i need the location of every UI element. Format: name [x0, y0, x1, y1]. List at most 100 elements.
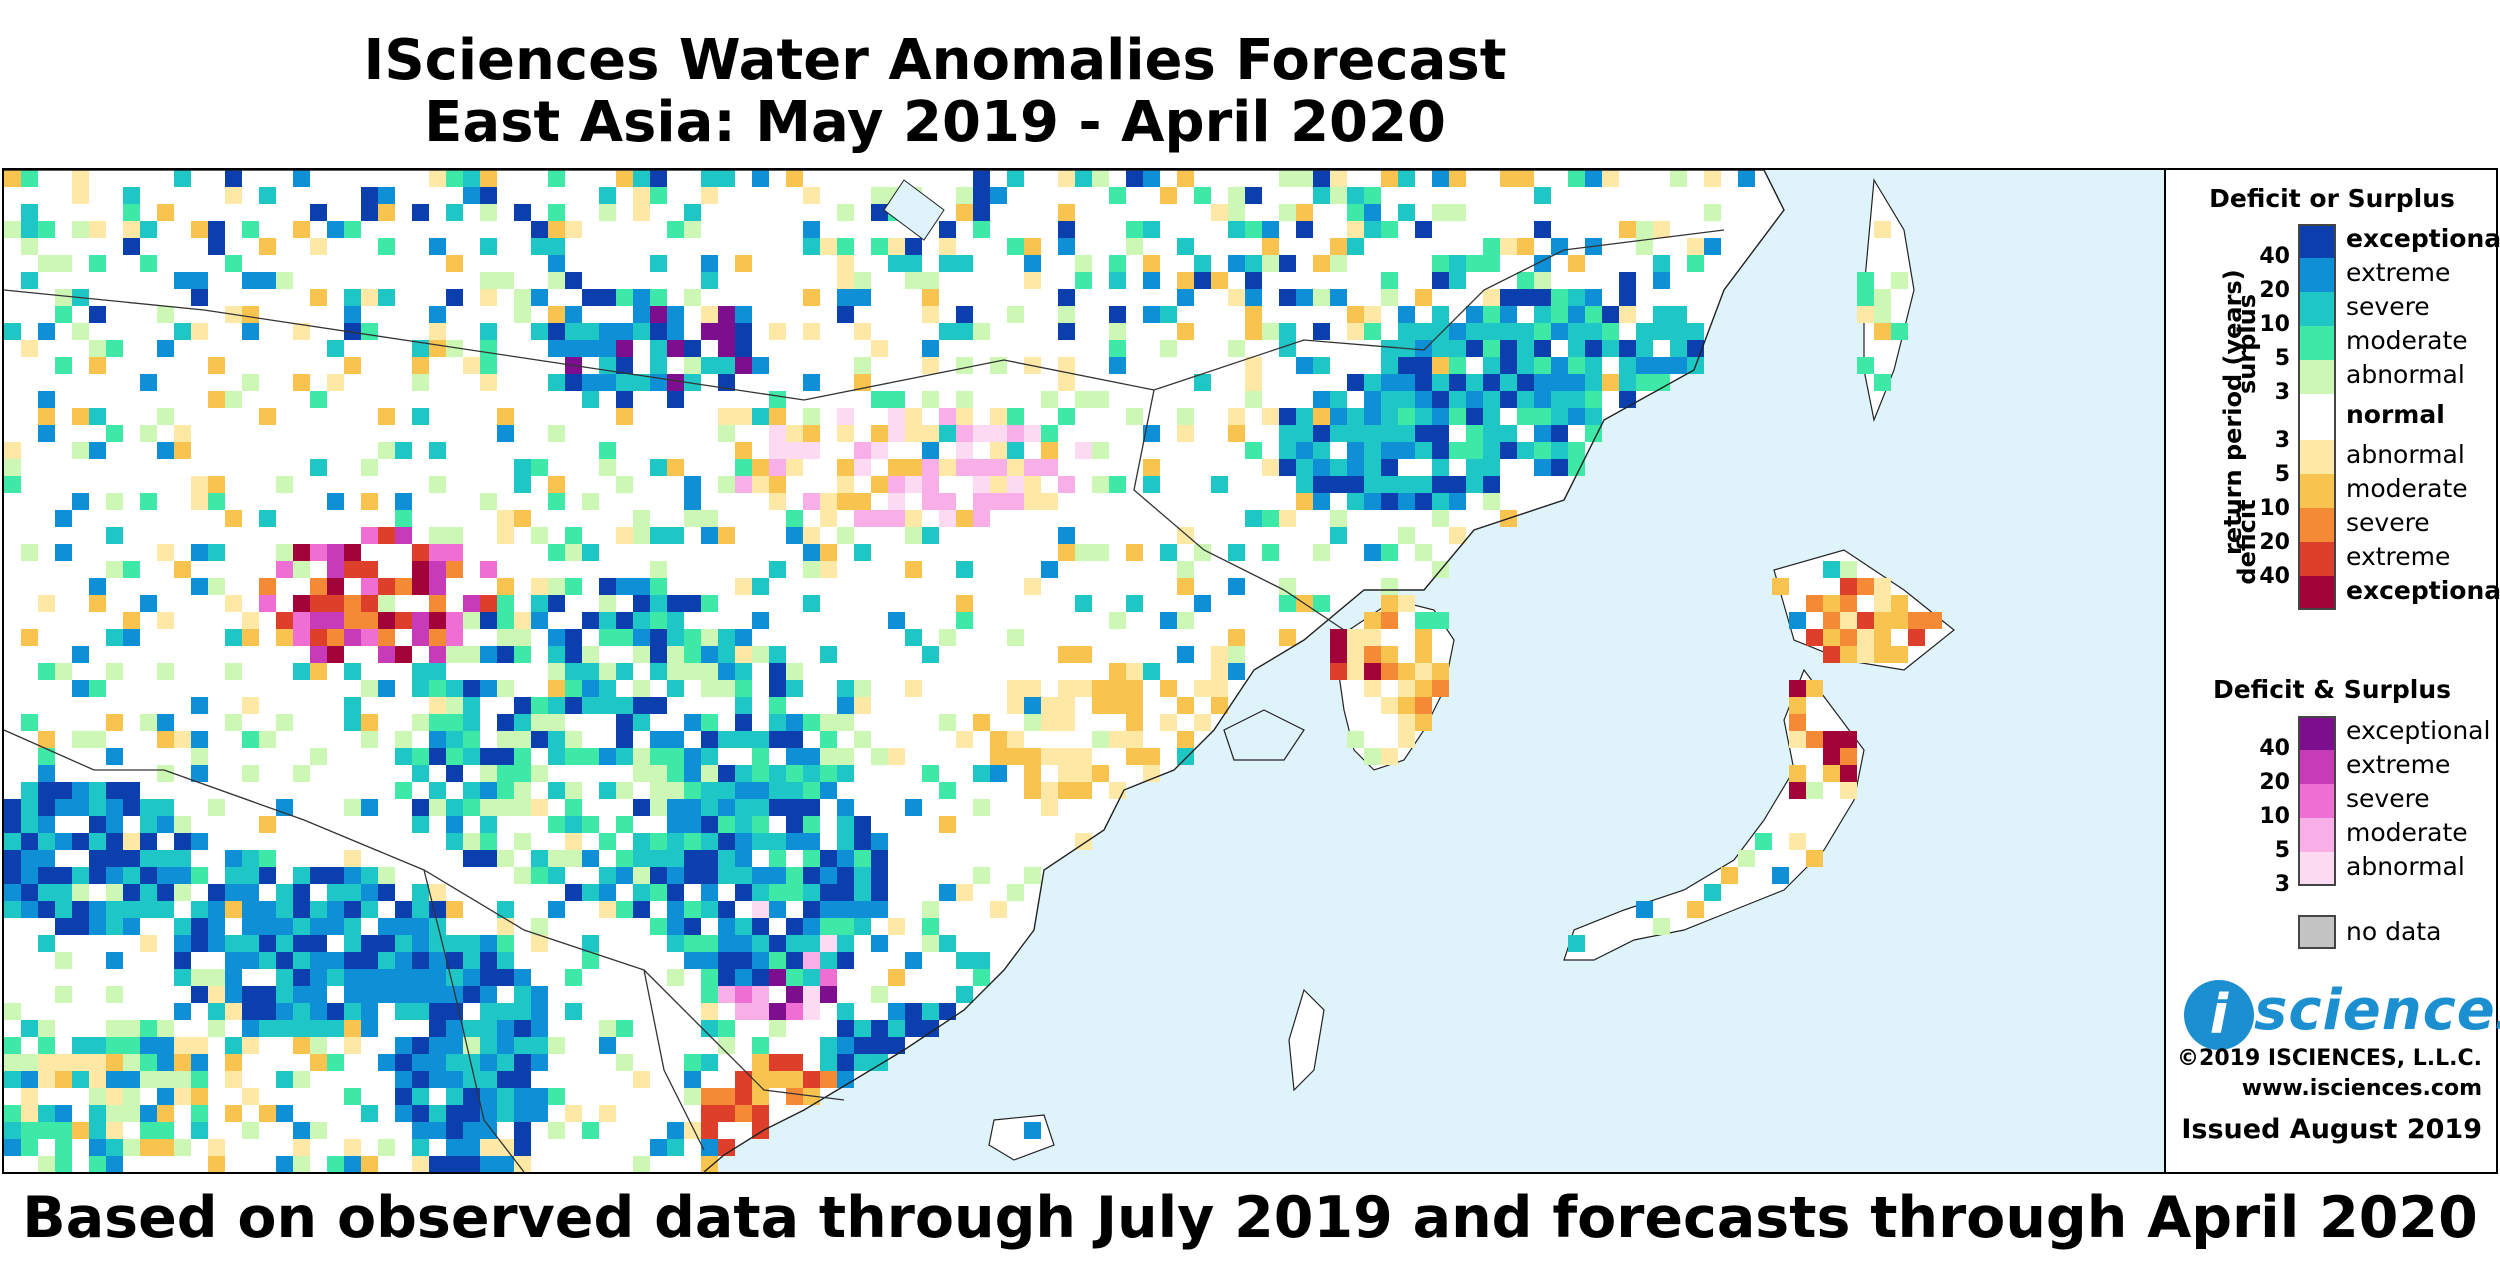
anomaly-cell: [378, 289, 395, 306]
anomaly-cell: [293, 1020, 310, 1037]
anomaly-cell: [599, 459, 616, 476]
anomaly-cell: [1398, 391, 1415, 408]
anomaly-cell: [1109, 187, 1126, 204]
anomaly-cell: [55, 799, 72, 816]
anomaly-cell: [735, 306, 752, 323]
anomaly-cell: [701, 901, 718, 918]
surplus-rp-40: 40: [2259, 244, 2290, 269]
anomaly-cell: [684, 646, 701, 663]
anomaly-cell: [55, 782, 72, 799]
anomaly-cell: [531, 986, 548, 1003]
anomaly-cell: [633, 901, 650, 918]
anomaly-cell: [480, 1088, 497, 1105]
anomaly-cell: [1874, 646, 1891, 663]
anomaly-cell: [38, 884, 55, 901]
anomaly-cell: [531, 595, 548, 612]
anomaly-cell: [1330, 646, 1347, 663]
anomaly-cell: [1092, 391, 1109, 408]
anomaly-cell: [1398, 476, 1415, 493]
anomaly-cell: [293, 1003, 310, 1020]
anomaly-cell: [650, 765, 667, 782]
anomaly-cell: [1806, 629, 1823, 646]
anomaly-cell: [1109, 255, 1126, 272]
anomaly-cell: [1194, 714, 1211, 731]
anomaly-cell: [786, 782, 803, 799]
anomaly-cell: [497, 1088, 514, 1105]
anomaly-cell: [480, 748, 497, 765]
anomaly-cell: [769, 1003, 786, 1020]
anomaly-cell: [1483, 425, 1500, 442]
anomaly-cell: [446, 646, 463, 663]
anomaly-cell: [1483, 357, 1500, 374]
anomaly-cell: [463, 680, 480, 697]
anomaly-cell: [1908, 612, 1925, 629]
anomaly-cell: [616, 340, 633, 357]
anomaly-cell: [854, 459, 871, 476]
anomaly-cell: [72, 170, 89, 187]
anomaly-cell: [1449, 357, 1466, 374]
anomaly-grid: [4, 170, 1942, 1172]
anomaly-cell: [667, 731, 684, 748]
anomaly-cell: [922, 459, 939, 476]
anomaly-cell: [514, 646, 531, 663]
anomaly-cell: [1500, 340, 1517, 357]
anomaly-cell: [429, 578, 446, 595]
anomaly-cell: [888, 1037, 905, 1054]
anomaly-cell: [310, 595, 327, 612]
anomaly-cell: [769, 799, 786, 816]
anomaly-cell: [242, 612, 259, 629]
anomaly-cell: [973, 799, 990, 816]
anomaly-cell: [1415, 374, 1432, 391]
anomaly-cell: [1381, 476, 1398, 493]
anomaly-cell: [1024, 867, 1041, 884]
anomaly-cell: [1296, 476, 1313, 493]
anomaly-cell: [106, 629, 123, 646]
anomaly-cell: [803, 986, 820, 1003]
anomaly-cell: [837, 1037, 854, 1054]
anomaly-cell: [378, 986, 395, 1003]
anomaly-cell: [497, 578, 514, 595]
anomaly-cell: [718, 357, 735, 374]
anomaly-cell: [123, 918, 140, 935]
anomaly-cell: [718, 1105, 735, 1122]
anomaly-cell: [429, 595, 446, 612]
anomaly-cell: [854, 1054, 871, 1071]
anomaly-cell: [854, 697, 871, 714]
anomaly-cell: [786, 918, 803, 935]
anomaly-cell: [38, 408, 55, 425]
anomaly-cell: [803, 374, 820, 391]
anomaly-cell: [1381, 425, 1398, 442]
anomaly-cell: [463, 595, 480, 612]
anomaly-cell: [1058, 374, 1075, 391]
anomaly-cell: [1619, 221, 1636, 238]
anomaly-cell: [480, 799, 497, 816]
anomaly-cell: [480, 493, 497, 510]
anomaly-cell: [1415, 697, 1432, 714]
anomaly-cell: [1449, 374, 1466, 391]
anomaly-cell: [905, 629, 922, 646]
anomaly-cell: [582, 646, 599, 663]
anomaly-cell: [548, 782, 565, 799]
anomaly-cell: [1211, 663, 1228, 680]
anomaly-cell: [548, 1088, 565, 1105]
anomaly-cell: [1585, 391, 1602, 408]
anomaly-cell: [735, 340, 752, 357]
anomaly-cell: [1279, 340, 1296, 357]
anomaly-cell: [327, 493, 344, 510]
map-panel[interactable]: [2, 168, 2166, 1174]
anomaly-cell: [123, 884, 140, 901]
anomaly-cell: [735, 697, 752, 714]
anomaly-cell: [1279, 459, 1296, 476]
anomaly-cell: [412, 340, 429, 357]
anomaly-cell: [769, 833, 786, 850]
anomaly-cell: [1466, 306, 1483, 323]
anomaly-cell: [463, 1156, 480, 1172]
anomaly-cell: [837, 799, 854, 816]
anomaly-cell: [548, 238, 565, 255]
anomaly-cell: [786, 748, 803, 765]
anomaly-cell: [1840, 561, 1857, 578]
anomaly-cell: [4, 850, 21, 867]
anomaly-cell: [1874, 374, 1891, 391]
anomaly-cell: [1126, 238, 1143, 255]
anomaly-cell: [1194, 255, 1211, 272]
